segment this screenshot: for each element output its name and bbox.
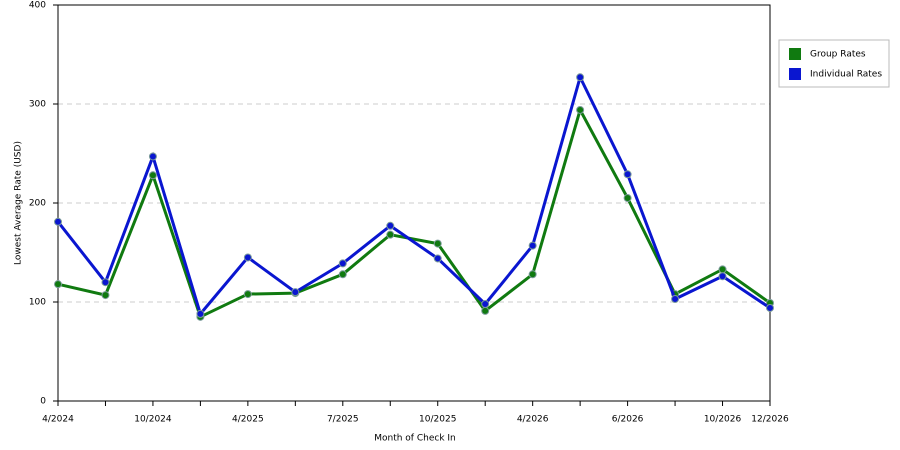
point (481, 299, 490, 308)
point (148, 171, 157, 180)
x-tick-label: 10/2025 (419, 415, 456, 425)
point (528, 241, 537, 250)
point (196, 309, 205, 318)
point (623, 194, 632, 203)
point (386, 230, 395, 239)
point (54, 217, 62, 226)
point (528, 270, 537, 279)
point (576, 73, 585, 82)
point (766, 303, 774, 312)
y-tick-label: 200 (29, 199, 46, 209)
point (433, 254, 442, 263)
y-axis-label: Lowest Average Rate (USD) (14, 141, 24, 265)
point (338, 259, 347, 268)
x-tick-label: 6/2026 (612, 415, 644, 425)
x-tick-label: 10/2026 (704, 415, 742, 425)
x-tick-label: 4/2026 (517, 415, 549, 425)
series-line (57, 105, 771, 319)
plot-frame (57, 4, 771, 402)
point (243, 253, 252, 262)
point (386, 221, 395, 230)
x-tick-label: 10/2024 (134, 415, 172, 425)
y-tick-label: 300 (29, 100, 46, 110)
x-tick-label: 12/2026 (751, 415, 789, 425)
legend-label: Group Rates (810, 50, 866, 60)
point (291, 288, 300, 297)
point (576, 105, 585, 114)
point (718, 272, 727, 281)
legend-swatch (789, 48, 801, 60)
x-tick-label: 4/2025 (232, 415, 264, 425)
point (148, 152, 157, 161)
series-line (56, 73, 771, 317)
point (101, 278, 110, 287)
point (338, 270, 347, 279)
point (433, 239, 442, 248)
point (718, 265, 727, 274)
x-tick-label: 7/2025 (327, 415, 359, 425)
y-tick-label: 400 (29, 1, 46, 11)
x-axis-label: Month of Check In (374, 434, 456, 444)
point (623, 170, 632, 179)
point (54, 280, 62, 289)
point (243, 290, 252, 299)
legend-label: Individual Rates (810, 70, 882, 80)
point (481, 306, 490, 315)
legend-swatch (789, 68, 801, 80)
point (101, 291, 110, 300)
point (671, 295, 680, 304)
y-tick-label: 100 (29, 298, 46, 308)
y-tick-label: 0 (40, 397, 46, 407)
x-tick-label: 4/2024 (42, 415, 74, 425)
